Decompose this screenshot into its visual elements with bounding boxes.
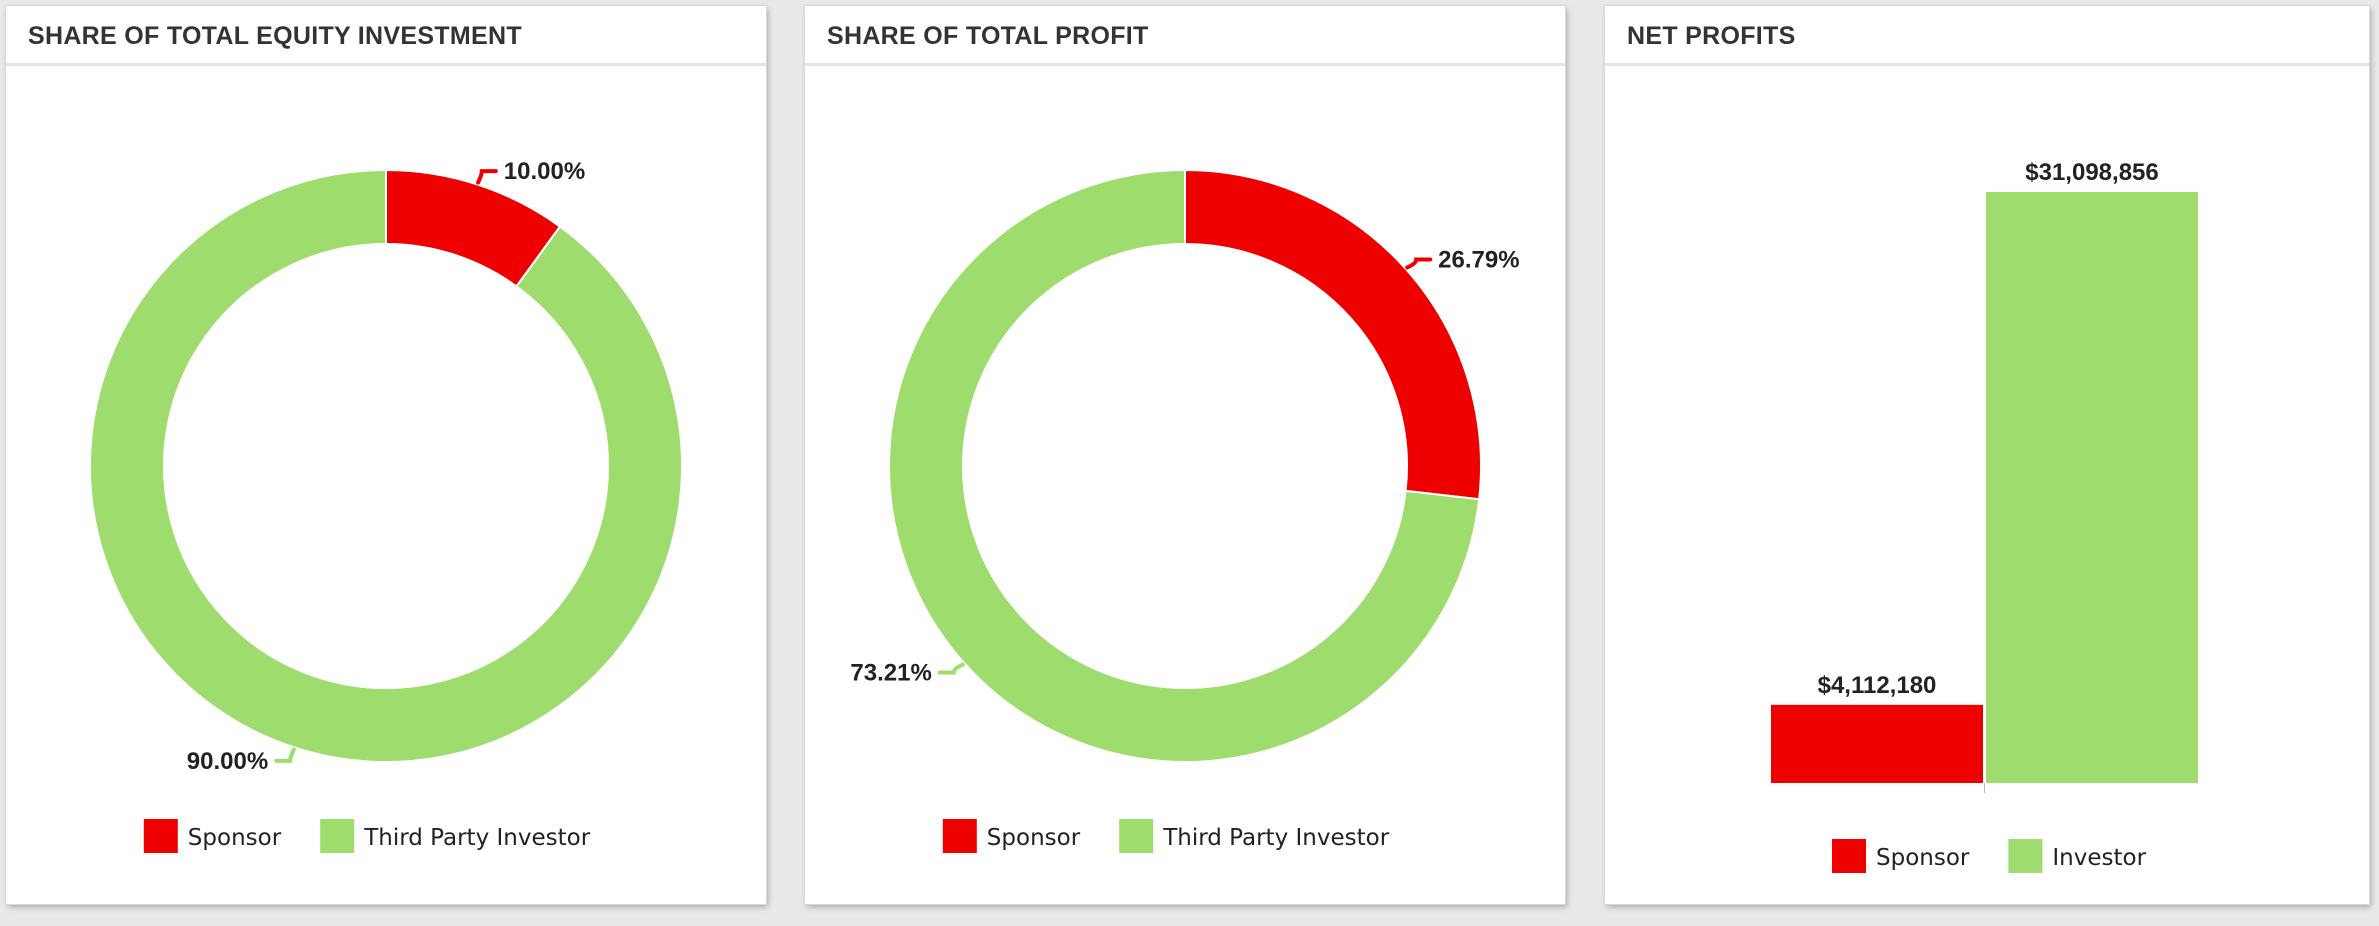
- data-label-connector: [937, 662, 965, 675]
- legend-swatch-third-party-investor: [1119, 819, 1154, 853]
- profit-share-panel: SHARE OF TOTAL PROFIT 26.79% 73.21% Sponso…: [805, 6, 1565, 904]
- data-label-connector: [1405, 257, 1433, 270]
- legend-swatch-sponsor: [1832, 839, 1866, 873]
- legend-swatch-investor: [2008, 839, 2043, 873]
- bar-sponsor: [1771, 704, 1983, 783]
- donut-slice-sponsor: [1184, 168, 1482, 501]
- panel-title: SHARE OF TOTAL EQUITY INVESTMENT: [6, 6, 766, 66]
- legend-label: Third Party Investor: [1162, 825, 1390, 851]
- legend-swatch-third-party-investor: [320, 819, 355, 853]
- profit-share-donut-chart: 26.79% 73.21% Sponsor Third Party Investor: [850, 168, 1520, 853]
- donut-slice-third-party-investor: [888, 168, 1481, 763]
- data-label: 90.00%: [187, 748, 268, 775]
- legend-label: Sponsor: [1876, 845, 1970, 871]
- legend-swatch-sponsor: [942, 819, 977, 853]
- legend-label: Sponsor: [188, 825, 282, 851]
- legend-swatch-sponsor: [143, 819, 178, 853]
- data-label: 26.79%: [1438, 246, 1519, 273]
- equity-share-donut-chart: 10.00% 90.00% Sponsor Third Party Investor: [89, 158, 683, 853]
- net-profits-bar-chart: $4,112,180 $31,098,856 Sponsor Investor: [1771, 159, 2198, 873]
- equity-share-panel: SHARE OF TOTAL EQUITY INVESTMENT 10.00% 9…: [6, 6, 766, 904]
- bar-value-label: $4,112,180: [1818, 672, 1937, 699]
- net-profits-panel: NET PROFITS $4,112,180 $31,098,856 Sponsor…: [1605, 6, 2369, 904]
- legend-label: Third Party Investor: [363, 825, 591, 851]
- legend-label: Investor: [2052, 845, 2146, 871]
- bar-investor: [1986, 192, 2198, 783]
- legend-label: Sponsor: [987, 825, 1081, 851]
- data-label: 73.21%: [850, 660, 931, 687]
- bar-value-label: $31,098,856: [2025, 159, 2158, 186]
- donut-slice-third-party-investor: [89, 168, 683, 763]
- panel-title: SHARE OF TOTAL PROFIT: [805, 6, 1565, 66]
- panel-title: NET PROFITS: [1605, 6, 2369, 66]
- data-label-connector: [274, 747, 296, 763]
- data-label: 10.00%: [504, 158, 585, 185]
- data-label-connector: [476, 169, 498, 185]
